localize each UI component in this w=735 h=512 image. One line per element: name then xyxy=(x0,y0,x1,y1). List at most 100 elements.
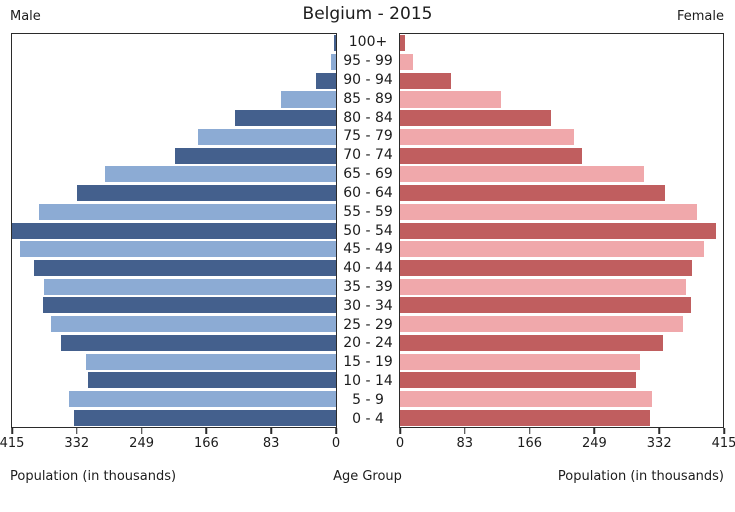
male-bar xyxy=(44,278,336,295)
female-bar-row xyxy=(400,34,723,53)
age-group-label: 100+ xyxy=(348,34,388,51)
female-axis-tick-mark xyxy=(658,428,660,434)
age-group-label: 60 - 64 xyxy=(343,184,393,201)
chart-title: Belgium - 2015 xyxy=(302,4,433,24)
male-bar-row xyxy=(12,165,336,184)
male-axis-title: Population (in thousands) xyxy=(10,469,177,484)
female-axis-tick-label: 83 xyxy=(456,436,474,451)
male-bar-row xyxy=(12,334,336,353)
male-bar-row xyxy=(12,371,336,390)
age-group-label: 85 - 89 xyxy=(343,90,393,107)
female-bar xyxy=(400,353,640,370)
female-bar-row xyxy=(400,352,723,371)
female-bar xyxy=(400,166,645,183)
male-bar xyxy=(331,54,336,71)
age-group-label: 50 - 54 xyxy=(343,222,393,239)
age-group-label: 80 - 84 xyxy=(343,109,393,126)
age-group-label: 45 - 49 xyxy=(343,241,393,258)
male-bar xyxy=(87,372,336,389)
age-group-label: 25 - 29 xyxy=(343,316,393,333)
male-axis-tick-mark xyxy=(270,428,272,434)
male-bar-row xyxy=(12,221,336,240)
female-side-label: Female xyxy=(676,9,724,24)
male-bar-row xyxy=(12,240,336,259)
female-bar xyxy=(400,147,583,164)
age-group-label: 70 - 74 xyxy=(343,147,393,164)
female-bar-row xyxy=(400,202,723,221)
female-bar-row xyxy=(400,221,723,240)
female-bar xyxy=(400,222,716,239)
female-bar-row xyxy=(400,315,723,334)
male-axis-tick-mark xyxy=(205,428,208,434)
female-bar xyxy=(400,259,692,277)
female-bar xyxy=(400,54,414,71)
female-bar-row xyxy=(400,277,723,296)
male-bar-row xyxy=(12,71,336,90)
male-axis-tick-label: 0 xyxy=(331,436,341,451)
male-bars-panel xyxy=(11,33,337,428)
male-bar-row xyxy=(12,296,336,315)
male-axis-tick-label: 166 xyxy=(193,436,219,451)
female-bar xyxy=(400,35,406,52)
female-axis-tick-label: 249 xyxy=(581,436,607,451)
female-bar xyxy=(400,316,684,333)
male-bar xyxy=(51,316,336,333)
age-group-axis: 100+ 95 - 99 90 - 94 85 - 89 80 - 84 75 - 79 7… xyxy=(337,33,399,428)
male-bar xyxy=(19,241,336,258)
male-bar-row xyxy=(12,277,336,296)
female-bar-row xyxy=(400,371,723,390)
male-side-label: Male xyxy=(10,9,41,24)
male-bar xyxy=(39,203,336,220)
age-group-label: 55 - 59 xyxy=(343,203,393,220)
age-group-label: 95 - 99 xyxy=(343,53,393,70)
female-axis-tick-marks xyxy=(399,428,725,435)
female-bar-row xyxy=(400,128,723,147)
male-bar-row xyxy=(12,315,336,334)
age-group-label: 5 - 9 xyxy=(352,391,384,408)
female-bar-row xyxy=(400,259,723,278)
male-bar xyxy=(43,297,336,314)
female-bar xyxy=(400,297,692,314)
male-bar-row xyxy=(12,53,336,72)
male-bar xyxy=(104,166,336,183)
age-group-label: 15 - 19 xyxy=(343,354,393,371)
female-axis-tick-label: 415 xyxy=(711,436,735,451)
age-group-label: 90 - 94 xyxy=(343,72,393,89)
female-axis-tick-label: 0 xyxy=(395,436,405,451)
male-axis-tick-label: 83 xyxy=(262,436,280,451)
male-bar-row xyxy=(12,184,336,203)
female-bar-row xyxy=(400,390,723,409)
female-bar-row xyxy=(400,71,723,90)
male-bar-row xyxy=(12,408,336,427)
male-bar xyxy=(33,259,336,277)
male-bar xyxy=(315,72,336,89)
female-bar xyxy=(400,241,705,258)
male-axis-tick-mark xyxy=(76,428,78,434)
male-bar xyxy=(74,409,336,426)
male-bar xyxy=(61,334,336,351)
age-group-label: 40 - 44 xyxy=(343,260,393,277)
female-bar-row xyxy=(400,146,723,165)
age-group-axis-title: Age Group xyxy=(333,469,402,484)
male-axis-tick-mark xyxy=(11,428,13,434)
female-bar-row xyxy=(400,90,723,109)
male-bar xyxy=(197,128,336,145)
female-bar xyxy=(400,278,686,295)
female-bar-row xyxy=(400,334,723,353)
male-bar-row xyxy=(12,109,336,128)
female-bar xyxy=(400,334,664,351)
male-bar xyxy=(281,91,336,108)
age-group-label: 20 - 24 xyxy=(343,335,393,352)
female-axis-tick-label: 332 xyxy=(646,436,672,451)
age-group-label: 0 - 4 xyxy=(352,410,384,427)
female-axis-tick-mark xyxy=(528,428,531,434)
female-bar xyxy=(400,390,653,408)
male-bar-row xyxy=(12,259,336,278)
female-bar xyxy=(400,128,574,145)
male-axis-tick-marks xyxy=(11,428,337,435)
age-group-label: 35 - 39 xyxy=(343,278,393,295)
female-bar xyxy=(400,91,502,108)
female-axis-title: Population (in thousands) xyxy=(557,469,724,484)
male-bar xyxy=(86,353,336,370)
